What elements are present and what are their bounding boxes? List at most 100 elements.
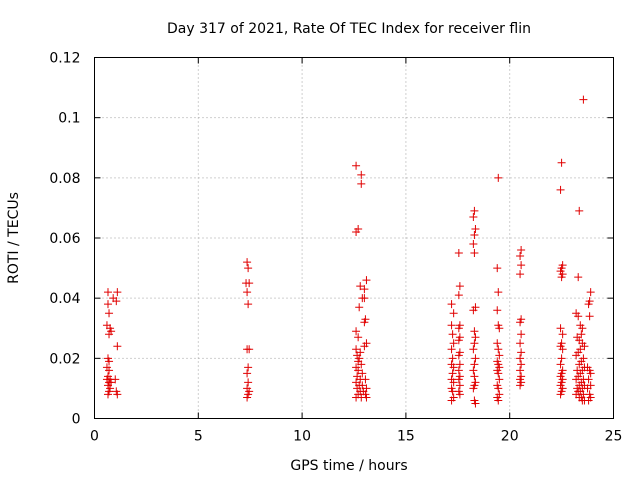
data-point <box>471 224 480 233</box>
data-point <box>243 288 252 297</box>
data-point <box>103 390 112 399</box>
data-point <box>447 300 456 309</box>
y-tick-label: 0.08 <box>49 171 80 187</box>
data-point <box>586 288 595 297</box>
x-tick-labels: 0 5 10 15 20 25 <box>90 429 622 445</box>
data-point <box>352 327 361 336</box>
data-point <box>355 303 364 312</box>
data-point <box>556 390 565 399</box>
data-point <box>493 339 502 348</box>
x-tick-label: 20 <box>501 429 519 445</box>
data-point <box>360 342 369 351</box>
y-tick-label: 0 <box>72 412 81 428</box>
data-point <box>358 369 367 378</box>
data-point <box>557 158 566 167</box>
data-point <box>470 230 479 239</box>
data-point <box>454 324 463 333</box>
x-tick-label: 5 <box>194 429 203 445</box>
data-point <box>113 390 122 399</box>
data-point <box>360 285 369 294</box>
data-point <box>586 369 595 378</box>
data-point <box>105 366 114 375</box>
data-point <box>516 252 525 261</box>
data-point <box>493 264 502 273</box>
data-point <box>494 288 503 297</box>
y-axis-label: ROTI / TECUs <box>6 192 22 284</box>
y-tick-labels: 0 0.02 0.04 0.06 0.08 0.1 0.12 <box>49 51 80 428</box>
data-point <box>113 288 122 297</box>
data-point <box>516 270 525 279</box>
data-point <box>105 357 114 366</box>
data-point <box>352 393 361 402</box>
data-point <box>572 375 581 384</box>
data-point <box>103 300 112 309</box>
data-point <box>574 273 583 282</box>
data-point <box>493 306 502 315</box>
data-point <box>517 360 526 369</box>
y-tick-label: 0.12 <box>49 51 80 67</box>
data-point <box>361 375 370 384</box>
data-point <box>558 345 567 354</box>
data-point <box>516 339 525 348</box>
y-tick-label: 0.1 <box>58 111 80 127</box>
data-point <box>517 261 526 270</box>
x-axis-label: GPS time / hours <box>290 458 407 474</box>
data-point <box>494 345 503 354</box>
data-point <box>244 264 253 273</box>
data-point <box>354 366 363 375</box>
data-point <box>557 273 566 282</box>
data-point <box>454 375 463 384</box>
data-point <box>360 318 369 327</box>
data-point <box>454 291 463 300</box>
data-point <box>469 345 478 354</box>
chart-title: Day 317 of 2021, Rate Of TEC Index for r… <box>167 21 531 37</box>
data-point <box>578 324 587 333</box>
data-point <box>352 227 361 236</box>
data-point <box>449 309 458 318</box>
data-point <box>558 330 567 339</box>
data-point <box>454 249 463 258</box>
data-point <box>470 372 479 381</box>
data-point <box>469 240 478 249</box>
grid-lines <box>94 57 614 419</box>
y-tick-label: 0.02 <box>49 351 80 367</box>
data-point <box>449 378 458 387</box>
data-point <box>448 369 457 378</box>
data-point <box>556 185 565 194</box>
data-point <box>455 390 464 399</box>
data-point <box>469 366 478 375</box>
data-point <box>447 345 456 354</box>
data-point <box>112 297 121 306</box>
data-point <box>471 354 480 363</box>
data-point <box>469 212 478 221</box>
x-tick-label: 15 <box>397 429 415 445</box>
data-point <box>360 294 369 303</box>
data-point <box>454 366 463 375</box>
data-point <box>577 330 586 339</box>
data-point <box>517 348 526 357</box>
data-point <box>470 360 479 369</box>
data-point <box>572 351 581 360</box>
data-point <box>105 309 114 318</box>
data-point <box>357 179 366 188</box>
data-point <box>516 381 525 390</box>
data-point <box>574 312 583 321</box>
data-point <box>470 249 479 258</box>
data-point <box>449 363 458 372</box>
data-point <box>357 360 366 369</box>
data-point <box>352 345 361 354</box>
data-point <box>470 206 479 215</box>
data-point <box>494 396 503 405</box>
data-point <box>557 354 566 363</box>
data-point <box>455 381 464 390</box>
data-point <box>470 339 479 348</box>
data-point <box>471 333 480 342</box>
data-point <box>494 384 503 393</box>
data-point <box>243 258 252 267</box>
data-point <box>244 363 253 372</box>
data-point <box>448 354 457 363</box>
data-point <box>584 396 593 405</box>
data-point <box>575 360 584 369</box>
data-point <box>584 375 593 384</box>
